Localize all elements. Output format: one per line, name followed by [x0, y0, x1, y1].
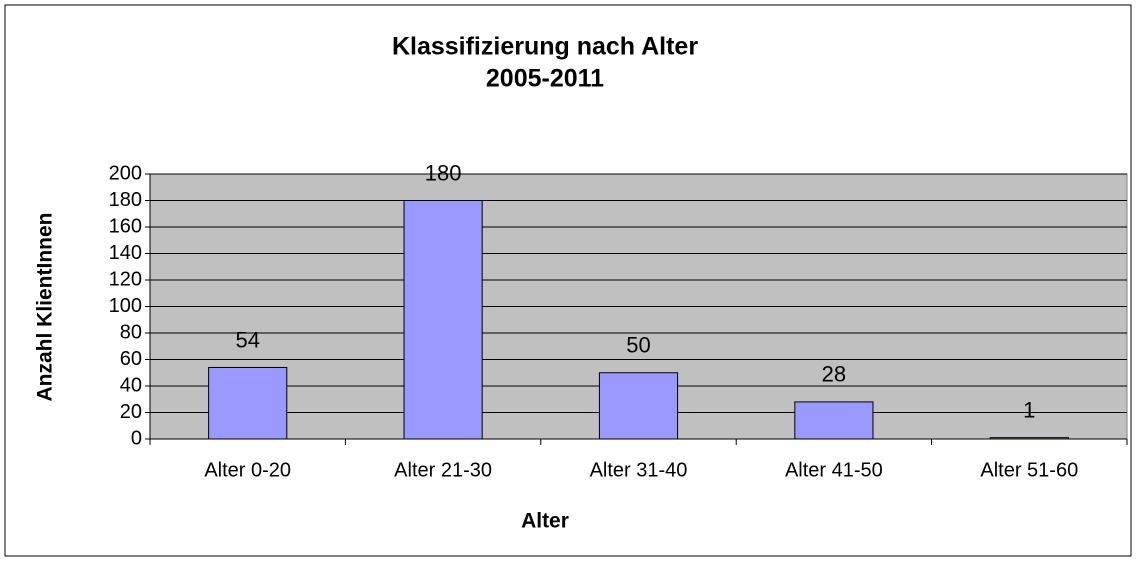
y-tick-label: 180	[109, 189, 142, 211]
data-label: 28	[822, 362, 846, 387]
y-tick-label: 200	[109, 162, 142, 184]
y-tick-label: 40	[120, 374, 142, 396]
bar	[598, 372, 679, 440]
data-label: 1	[1023, 397, 1035, 422]
chart-title: Klassifizierung nach Alter	[392, 33, 698, 61]
bar	[208, 366, 288, 440]
y-tick-label: 140	[109, 242, 142, 264]
data-label: 180	[425, 160, 462, 185]
x-tick-label: Alter 41-50	[785, 459, 883, 481]
y-tick-label: 100	[109, 295, 142, 317]
x-tick-label: Alter 0-20	[204, 459, 291, 481]
x-tick-label: Alter 21-30	[394, 459, 492, 481]
y-tick-label: 80	[120, 321, 142, 343]
y-axis-title: Anzahl KlientInnen	[34, 213, 57, 402]
bar	[989, 437, 1069, 440]
y-tick-label: 20	[120, 401, 142, 423]
y-tick-label: 60	[120, 348, 142, 370]
x-tick-label: Alter 31-40	[590, 459, 688, 481]
data-label: 54	[235, 327, 259, 352]
y-tick-label: 0	[131, 427, 142, 449]
bar	[794, 401, 874, 440]
y-tick-label: 160	[109, 215, 142, 237]
y-tick-label: 120	[109, 268, 142, 290]
data-label: 50	[626, 333, 650, 358]
x-axis-title: Alter	[521, 510, 569, 533]
x-tick-label: Alter 51-60	[980, 459, 1078, 481]
bar	[403, 200, 483, 440]
chart-title: 2005-2011	[486, 65, 604, 93]
